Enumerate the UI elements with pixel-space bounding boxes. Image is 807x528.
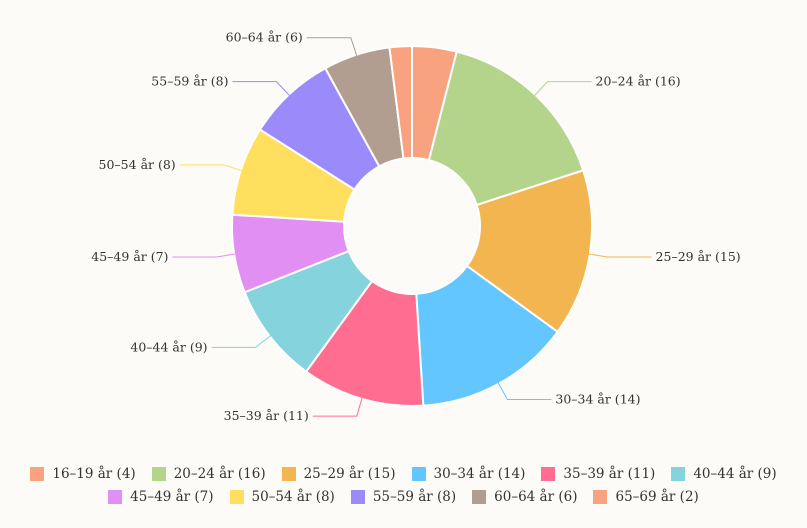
legend-swatch	[472, 490, 487, 504]
slice-label: 40–44 år (9)	[130, 339, 207, 354]
legend-item-40-44[interactable]: 40–44 år (9)	[671, 466, 777, 482]
slice-label: 60–64 år (6)	[226, 30, 303, 45]
legend-item-30-34[interactable]: 30–34 år (14)	[411, 466, 526, 482]
legend-label: 65–69 år (2)	[615, 489, 699, 505]
legend-row: 16–19 år (4) 20–24 år (16) 25–29 år (15)…	[30, 466, 777, 482]
legend-item-65-69[interactable]: 65–69 år (2)	[593, 489, 699, 505]
label-leader-line	[179, 164, 249, 174]
legend-label: 25–29 år (15)	[303, 466, 396, 482]
label-leader-line	[232, 81, 295, 101]
slice-label: 30–34 år (14)	[555, 392, 640, 407]
slice-label: 35–39 år (11)	[224, 408, 309, 423]
legend-swatch	[281, 467, 296, 481]
legend-label: 20–24 år (16)	[173, 466, 266, 482]
label-leader-line	[494, 376, 552, 401]
donut-slice[interactable]	[427, 50, 585, 207]
label-leader-line	[312, 391, 365, 417]
legend-label: 35–39 år (11)	[563, 466, 656, 482]
legend-label: 16–19 år (4)	[52, 466, 136, 482]
donut-slice[interactable]	[465, 169, 593, 334]
donut-slice[interactable]	[388, 44, 413, 160]
slice-label: 25–29 år (15)	[656, 249, 741, 264]
legend-label: 30–34 år (14)	[433, 466, 526, 482]
legend-swatch	[151, 467, 166, 481]
legend-label: 50–54 år (8)	[251, 489, 335, 505]
label-leader-line	[581, 252, 652, 258]
donut-chart: 20–24 år (16) 25–29 år (15) 30–34 år (14) 3…	[91, 30, 741, 423]
legend-label: 55–59 år (8)	[372, 489, 457, 505]
legend-row: 45–49 år (7) 50–54 år (8) 55–59 år (8) 6…	[108, 489, 699, 505]
slice-label: 45–49 år (7)	[91, 249, 168, 264]
label-leader-line	[306, 37, 360, 63]
legend: 16–19 år (4) 20–24 år (16) 25–29 år (15)…	[0, 466, 807, 505]
legend-item-55-59[interactable]: 55–59 år (8)	[350, 489, 457, 505]
label-leader-line	[211, 331, 277, 348]
legend-swatch	[411, 467, 426, 481]
slice-label: 50–54 år (8)	[99, 157, 176, 172]
legend-item-45-49[interactable]: 45–49 år (7)	[108, 489, 214, 505]
legend-swatch	[108, 490, 123, 504]
legend-label: 40–44 år (9)	[693, 466, 777, 482]
label-leader-line	[529, 81, 592, 101]
label-leader-line	[172, 252, 243, 258]
legend-item-50-54[interactable]: 50–54 år (8)	[229, 489, 335, 505]
legend-item-35-39[interactable]: 35–39 år (11)	[541, 466, 655, 482]
legend-item-16-19[interactable]: 16–19 år (4)	[30, 466, 136, 482]
slice-label: 20–24 år (16)	[596, 74, 681, 89]
legend-swatch	[350, 490, 365, 504]
legend-item-60-64[interactable]: 60–64 år (6)	[472, 489, 577, 505]
donut-slice[interactable]	[415, 264, 560, 407]
donut-slice[interactable]	[304, 279, 425, 407]
legend-swatch	[671, 467, 686, 481]
legend-item-20-24[interactable]: 20–24 år (16)	[151, 466, 266, 482]
legend-swatch	[593, 490, 608, 504]
legend-label: 60–64 år (6)	[494, 489, 578, 505]
slice-label: 55–59 år (8)	[151, 74, 228, 89]
legend-item-25-29[interactable]: 25–29 år (15)	[281, 466, 396, 482]
legend-label: 45–49 år (7)	[130, 489, 214, 505]
legend-swatch	[229, 490, 244, 504]
legend-swatch	[541, 467, 556, 481]
legend-swatch	[30, 467, 45, 481]
